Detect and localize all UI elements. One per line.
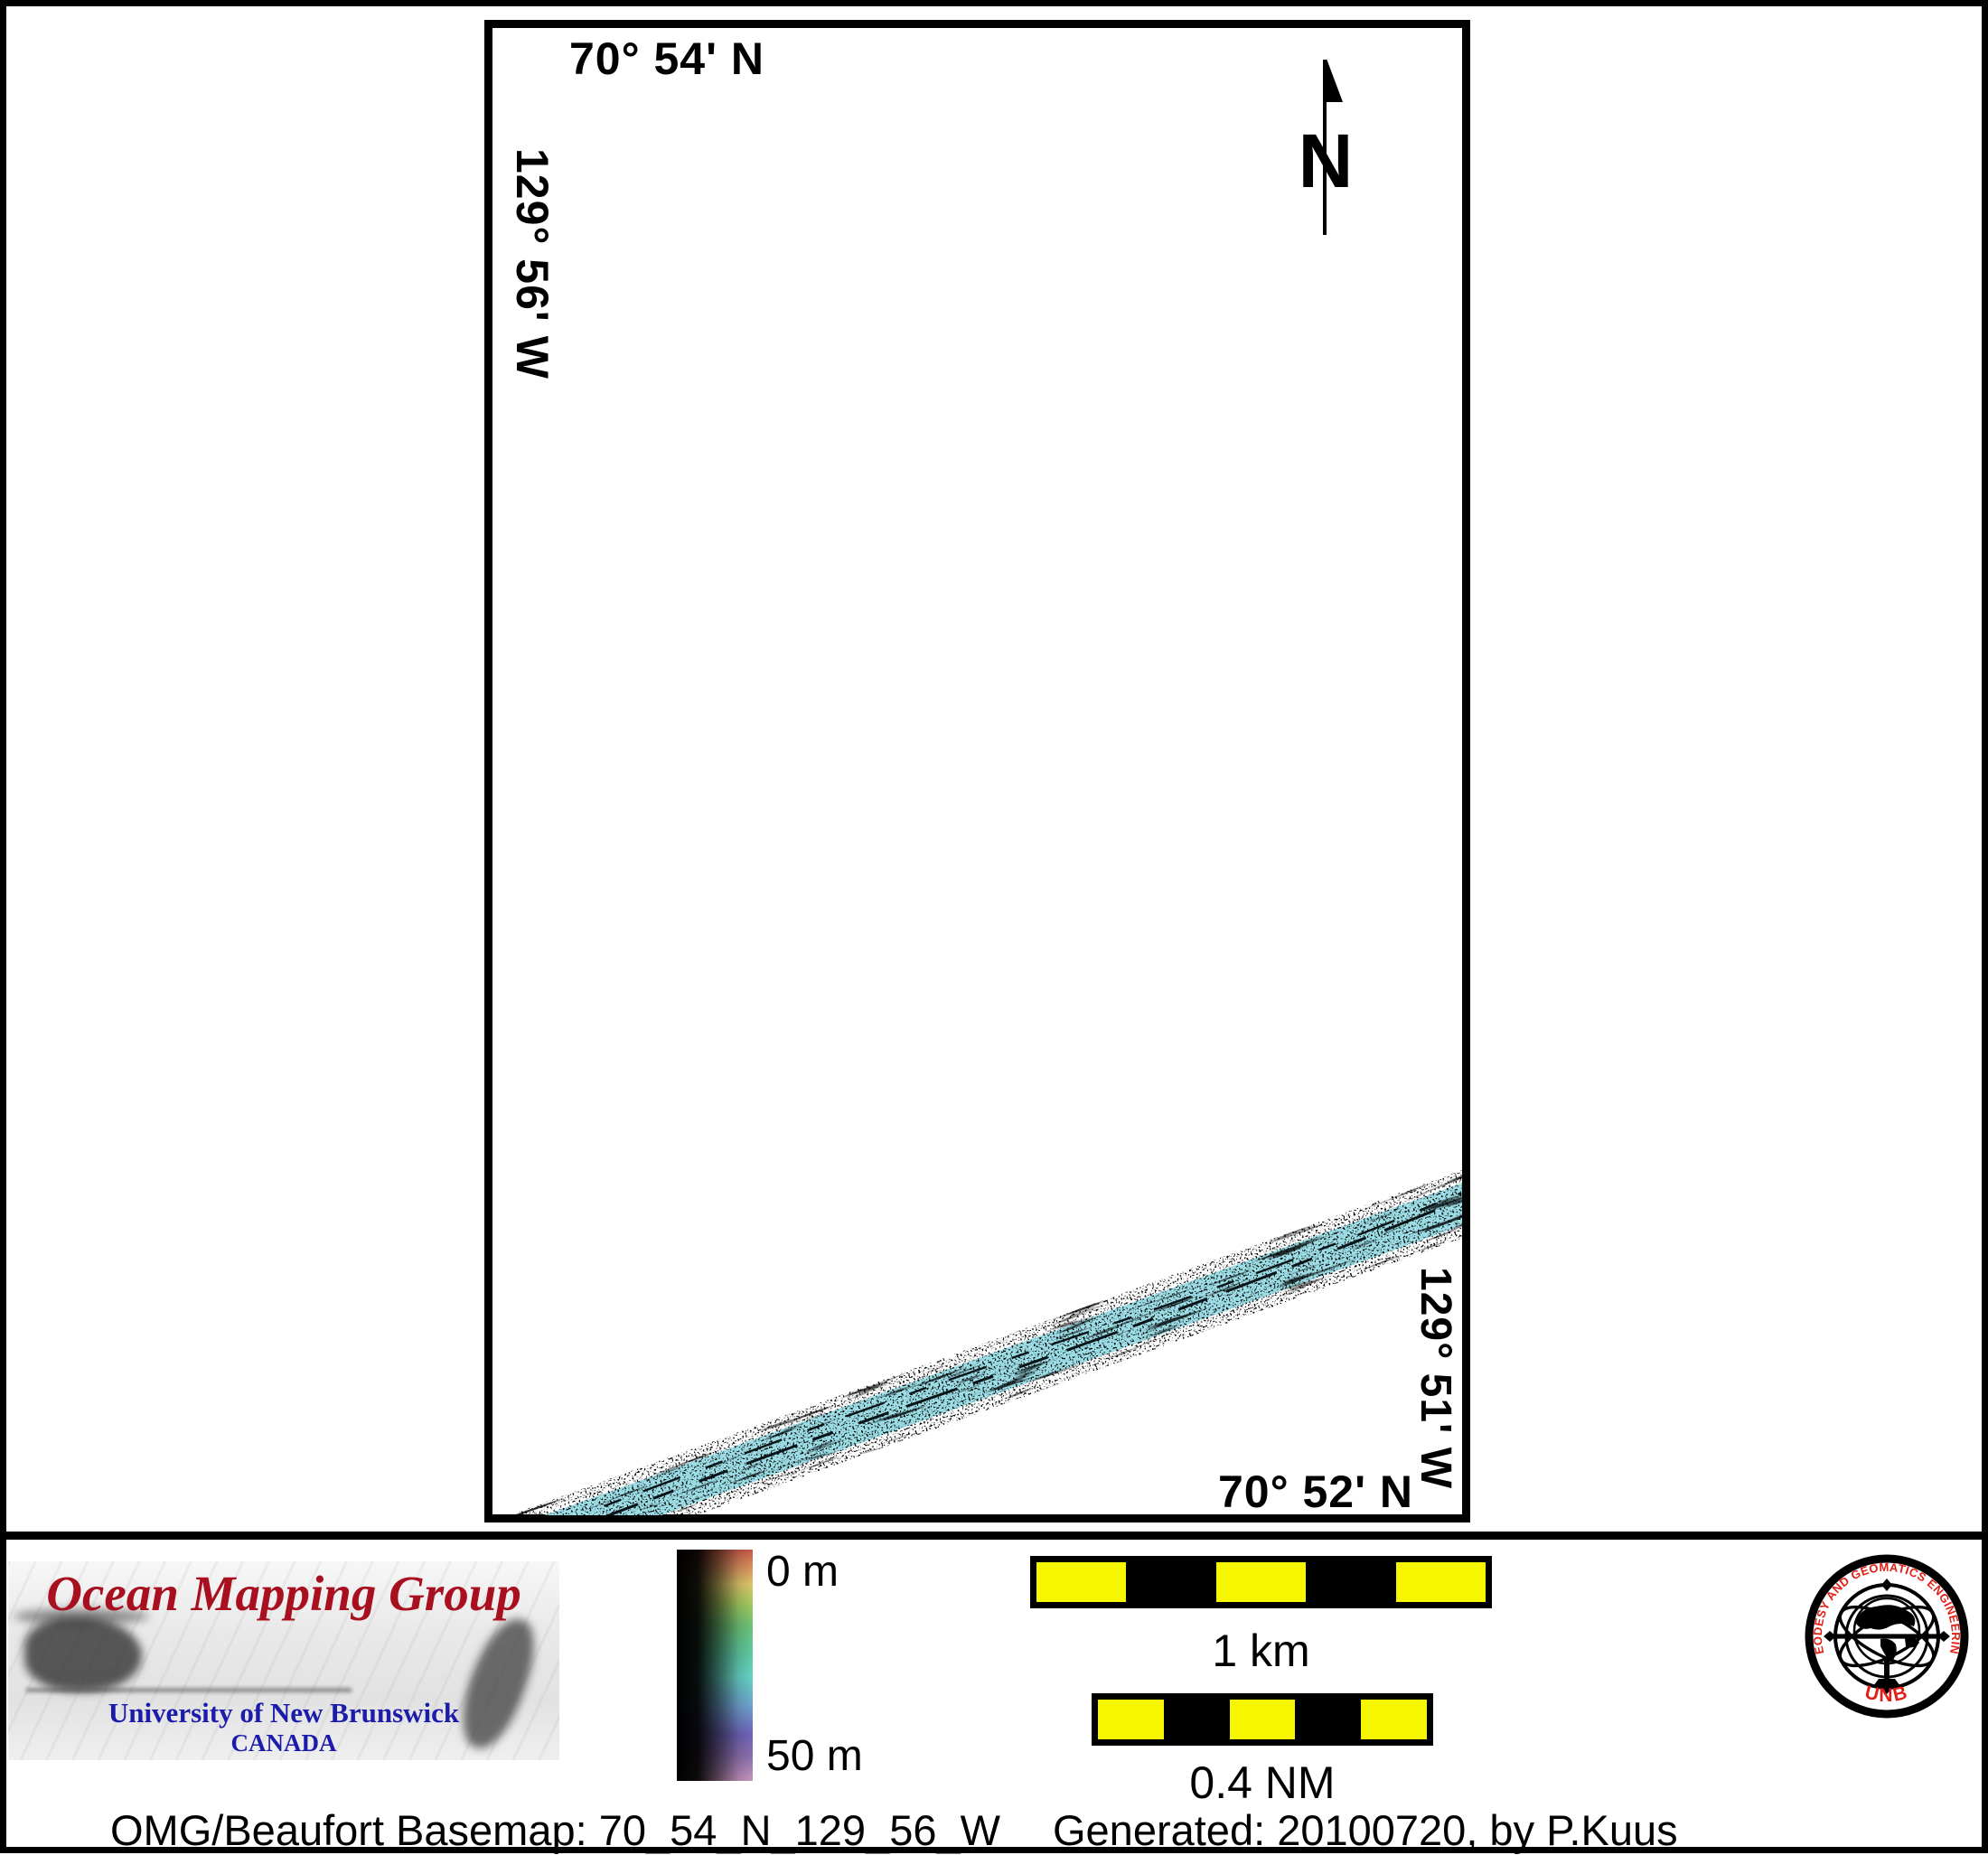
caption-basemap: OMG/Beaufort Basemap: 70_54_N_129_56_W: [110, 1806, 1000, 1854]
scalebar-km: [1030, 1556, 1492, 1608]
omg-logo: Ocean Mapping Group University of New Br…: [8, 1561, 559, 1760]
north-arrow-label: N: [1298, 118, 1354, 203]
depth-max-label: 50 m: [766, 1732, 863, 1780]
map-label-bottom-latitude: 70° 52' N: [1218, 1466, 1414, 1517]
unb-geodesy-seal: GEODESY AND GEOMATICS ENGINEERING UNB: [1805, 1554, 1969, 1719]
seal-compass-diamonds: [1824, 1579, 1950, 1694]
scalebar-segment: [1098, 1700, 1164, 1739]
scalebar-segment: [1215, 1562, 1307, 1602]
map-label-top-latitude: 70° 54' N: [569, 33, 765, 84]
scalebar-segment: [1036, 1562, 1127, 1602]
logo-helicopter-silhouette-icon: [24, 1617, 142, 1691]
depth-min-label: 0 m: [766, 1548, 839, 1596]
omg-university-name: University of New Brunswick: [108, 1697, 460, 1729]
omg-country: CANADA: [230, 1729, 337, 1757]
caption: OMG/Beaufort Basemap: 70_54_N_129_56_W G…: [110, 1805, 1678, 1855]
scalebar-segment: [1395, 1562, 1486, 1602]
scalebar-km-label: 1 km: [1212, 1625, 1310, 1676]
logo-seabed-scour-icon: [26, 1688, 352, 1692]
seal-bottom-text: UNB: [1862, 1682, 1908, 1706]
north-arrow-line: [1323, 60, 1327, 235]
scalebar-segment: [1306, 1562, 1396, 1602]
map-label-left-longitude: 129° 56' W: [507, 148, 558, 379]
scalebar-nm-label: 0.4 NM: [1189, 1757, 1336, 1808]
scalebar-segment: [1361, 1700, 1427, 1739]
scalebar-segment: [1126, 1562, 1216, 1602]
seal-equator-bar: [1830, 1634, 1944, 1639]
scalebar-segment: [1163, 1700, 1230, 1739]
scalebar-segment: [1295, 1700, 1362, 1739]
map-label-right-longitude: 129° 51' W: [1411, 1267, 1459, 1490]
map-frame: [484, 20, 1470, 1522]
scalebar-segment: [1229, 1700, 1296, 1739]
scalebar-nm: [1092, 1693, 1433, 1746]
panel-divider: [0, 1532, 1988, 1540]
svg-text:UNB: UNB: [1862, 1682, 1910, 1706]
depth-colorbar: [677, 1550, 753, 1781]
caption-generated: Generated: 20100720, by P.Kuus: [1052, 1806, 1678, 1854]
omg-group-name: Ocean Mapping Group: [46, 1566, 521, 1621]
seal-globe-icon: [1852, 1597, 1921, 1686]
